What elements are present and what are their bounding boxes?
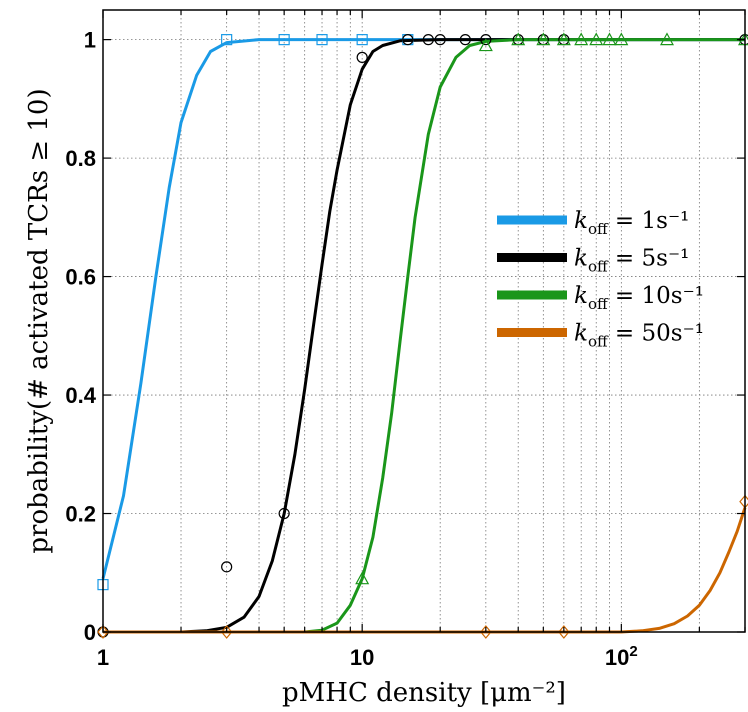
y-tick-label: 0.4 — [65, 383, 96, 408]
data-point-triangle — [659, 32, 674, 46]
y-tick-label: 1 — [84, 28, 96, 53]
data-point-square — [356, 34, 368, 46]
data-point-triangle — [589, 32, 604, 46]
data-point-triangle — [511, 32, 526, 46]
legend-label: koff = 10s⁻¹ — [574, 283, 704, 313]
fitted-curves — [101, 38, 747, 634]
data-point-circle — [480, 34, 492, 46]
legend-label: koff = 50s⁻¹ — [574, 321, 704, 351]
data-point-diamond — [97, 625, 109, 639]
legend-label: koff = 5s⁻¹ — [574, 246, 689, 276]
data-point-triangle — [556, 32, 571, 46]
data-point-diamond — [558, 625, 570, 639]
data-point-circle — [278, 507, 290, 520]
data-point-circle — [459, 34, 471, 46]
legend-label: koff = 1s⁻¹ — [574, 208, 689, 238]
data-point-triangle — [602, 32, 617, 46]
y-tick-label: 0.6 — [65, 265, 96, 290]
y-tick-label: 0 — [84, 620, 96, 645]
data-point-circle — [434, 34, 446, 46]
x-axis-label: pMHC density [μm⁻²] — [282, 678, 566, 708]
axis-ticks: 0 0.2 0.4 0.6 0.8 1 1 10 102 — [65, 10, 746, 670]
data-point-triangle — [478, 38, 493, 52]
data-point-triangle — [614, 32, 629, 46]
y-tick-label: 0.8 — [65, 146, 96, 171]
series-curve — [101, 38, 745, 580]
y-axis-label: probability(# activated TCRs ≥ 10) — [24, 88, 54, 553]
x-tick-label: 102 — [605, 643, 638, 670]
data-point-circle — [221, 561, 233, 573]
data-point-triangle — [574, 32, 589, 46]
data-point-circle — [356, 51, 368, 63]
series-curve — [103, 507, 747, 634]
data-point-circle — [402, 34, 414, 46]
data-point-triangle — [355, 571, 370, 585]
plot-frame — [102, 9, 746, 633]
series-curve — [103, 38, 745, 634]
x-tick-label: 1 — [97, 645, 109, 670]
series-curve — [103, 38, 745, 634]
data-point-square — [221, 34, 233, 46]
data-point-diamond — [739, 494, 748, 509]
data-point-triangle — [536, 32, 551, 46]
data-point-diamond — [480, 625, 492, 639]
x-tick-label: 10 — [350, 645, 374, 670]
data-point-diamond — [220, 625, 233, 639]
data-point-circle — [422, 34, 434, 46]
y-tick-label: 0.2 — [65, 502, 96, 527]
legend: koff = 1s⁻¹ koff = 5s⁻¹ koff = 10s⁻¹ koff =… — [497, 208, 704, 351]
data-point-square — [278, 34, 290, 46]
data-point-square — [316, 34, 328, 46]
